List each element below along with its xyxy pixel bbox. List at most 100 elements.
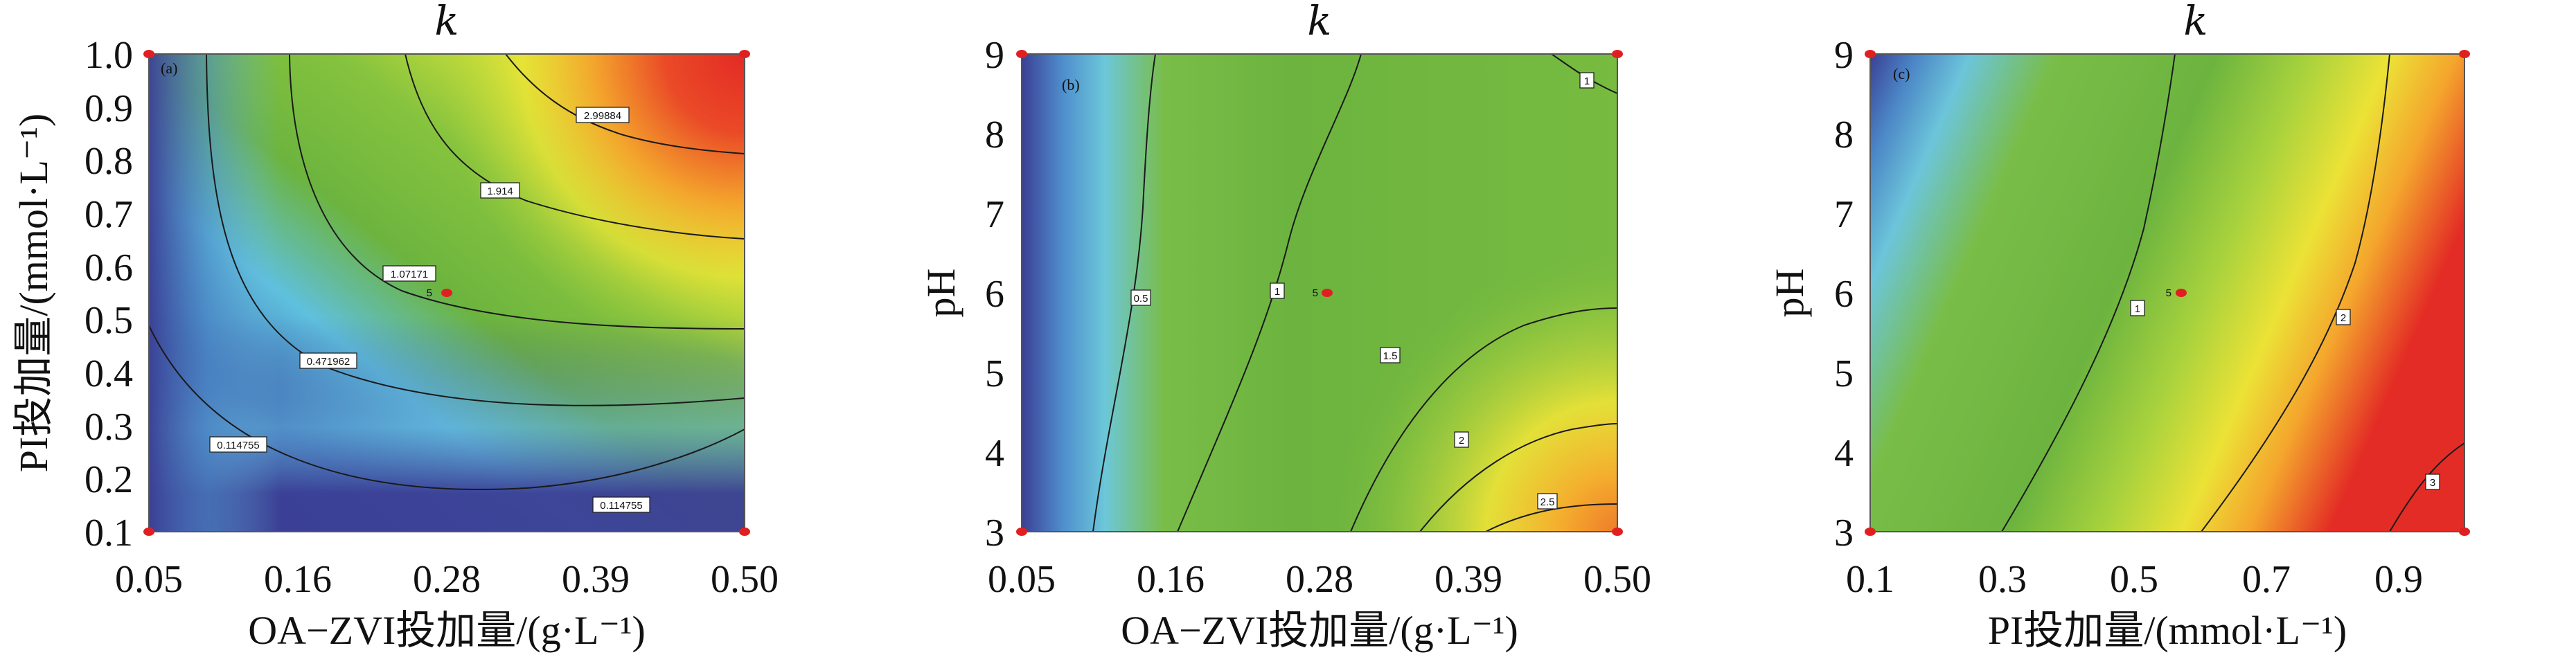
corner-point (1612, 50, 1623, 58)
x-tick-label: 0.28 (1286, 558, 1353, 601)
contour-line (2001, 54, 2176, 532)
y-tick-label: 8 (1834, 114, 1854, 156)
x-tick-label: 0.16 (264, 558, 332, 601)
corner-point (143, 528, 154, 536)
panel-c: k 1 2 3 (c) 5 0.1 0.3 0.5 0.7 0.9 3 4 5 … (1767, 0, 2470, 653)
contour-label-0114755: 0.114755 (600, 500, 642, 512)
corner-point (1016, 50, 1027, 58)
panel-c-y-axis-label: pH (1767, 269, 1812, 318)
contour-line (149, 325, 745, 490)
panel-b-frame (1021, 53, 1618, 532)
contour-line (289, 54, 745, 330)
corner-point (1016, 528, 1027, 536)
y-tick-label: 4 (1834, 432, 1854, 475)
corner-point (2459, 528, 2470, 536)
x-tick-label: 0.05 (115, 558, 183, 601)
y-tick-label: 0.8 (85, 140, 133, 183)
x-tick-label: 0.3 (1978, 558, 2027, 601)
panel-c-title: k (2183, 0, 2208, 44)
corner-point (739, 528, 750, 536)
contour-line (505, 54, 745, 154)
contour-line (1419, 423, 1617, 532)
corner-point (2459, 50, 2470, 58)
y-tick-label: 6 (985, 273, 1004, 316)
contour-line (405, 54, 745, 240)
panel-a-x-axis-label: OA−ZVI投加量/(g·L⁻¹) (248, 608, 646, 653)
center-point-label: 5 (1313, 287, 1318, 299)
y-tick-label: 3 (1834, 512, 1854, 555)
panel-b-heatmap: 0.5 1 1 1.5 2 2.5 (b) (1022, 54, 1617, 532)
x-tick-label: 0.05 (988, 558, 1056, 601)
y-tick-label: 1.0 (85, 34, 133, 77)
contour-line (1485, 503, 1617, 532)
panel-c-frame (1869, 53, 2465, 532)
y-tick-label: 6 (1834, 273, 1854, 316)
y-tick-label: 0.7 (85, 193, 133, 236)
panel-c-label: (c) (1893, 65, 1910, 82)
y-tick-label: 5 (1834, 352, 1854, 395)
y-tick-label: 0.6 (85, 246, 133, 289)
y-tick-label: 0.1 (85, 512, 133, 555)
contour-label-15: 1.5 (1383, 350, 1398, 362)
corner-point (1865, 528, 1876, 536)
contour-label-2: 2 (2340, 312, 2346, 324)
panel-b: k 0.5 1 1 1.5 2 2.5 (b) 5 (918, 0, 1651, 653)
y-tick-label: 9 (985, 34, 1004, 77)
center-point-label: 5 (2166, 287, 2171, 299)
contour-label-107171: 1.07171 (391, 269, 428, 280)
center-point (2176, 289, 2187, 297)
panel-a-frame (148, 53, 745, 532)
contour-label-0114755: 0.114755 (217, 440, 259, 451)
contour-line (1551, 54, 1617, 94)
x-tick-label: 0.39 (1434, 558, 1502, 601)
y-tick-label: 0.5 (85, 299, 133, 342)
x-tick-label: 0.7 (2242, 558, 2291, 601)
panel-a-label: (a) (161, 60, 177, 77)
contour-line (1092, 54, 1156, 532)
y-tick-label: 0.3 (85, 406, 133, 449)
corner-point (1612, 528, 1623, 536)
y-tick-label: 3 (985, 512, 1004, 555)
x-tick-label: 0.50 (711, 558, 779, 601)
x-tick-label: 0.39 (562, 558, 630, 601)
center-point (1322, 289, 1333, 297)
contour-line (2201, 54, 2390, 532)
x-tick-label: 0.16 (1137, 558, 1205, 601)
panel-c-heatmap: 1 2 3 (c) (1870, 54, 2464, 532)
y-tick-label: 7 (985, 193, 1004, 236)
y-tick-label: 5 (985, 352, 1004, 395)
panel-b-x-axis-label: OA−ZVI投加量/(g·L⁻¹) (1121, 608, 1518, 653)
y-tick-label: 0.9 (85, 87, 133, 130)
y-tick-label: 0.4 (85, 352, 133, 395)
panel-a-y-axis-label: PI投加量/(mmol·L⁻¹) (11, 114, 56, 472)
contour-label-0471962: 0.471962 (307, 356, 350, 368)
corner-point (1865, 50, 1876, 58)
contour-label-1914: 1.914 (487, 186, 513, 197)
contour-label-05: 0.5 (1134, 293, 1148, 305)
x-tick-label: 0.28 (413, 558, 481, 601)
center-point (441, 289, 452, 297)
corner-point (143, 50, 154, 58)
center-point-label: 5 (427, 287, 432, 299)
corner-point (739, 50, 750, 58)
y-tick-label: 4 (985, 432, 1004, 475)
contour-label-1: 1 (1584, 75, 1590, 87)
contour-label-3: 3 (2430, 477, 2435, 489)
panel-a-title: k (434, 0, 459, 44)
x-tick-label: 0.5 (2110, 558, 2158, 601)
contour-label-1: 1 (2135, 303, 2140, 315)
contour-label-299884: 2.99884 (584, 110, 621, 122)
y-tick-label: 8 (985, 114, 1004, 156)
panel-b-y-axis-label: pH (918, 269, 963, 318)
contour-line (1177, 54, 1362, 532)
panel-b-label: (b) (1062, 76, 1080, 93)
contour-label-1: 1 (1274, 286, 1280, 298)
panel-a: k 0.114755 0.114755 0.471962 1.07171 1.9… (11, 0, 779, 653)
contour-label-25: 2.5 (1540, 496, 1555, 508)
y-tick-label: 0.2 (85, 458, 133, 501)
x-tick-label: 0.50 (1583, 558, 1651, 601)
x-tick-label: 0.1 (1846, 558, 1894, 601)
y-tick-label: 9 (1834, 34, 1854, 77)
contour-label-2: 2 (1459, 435, 1464, 447)
